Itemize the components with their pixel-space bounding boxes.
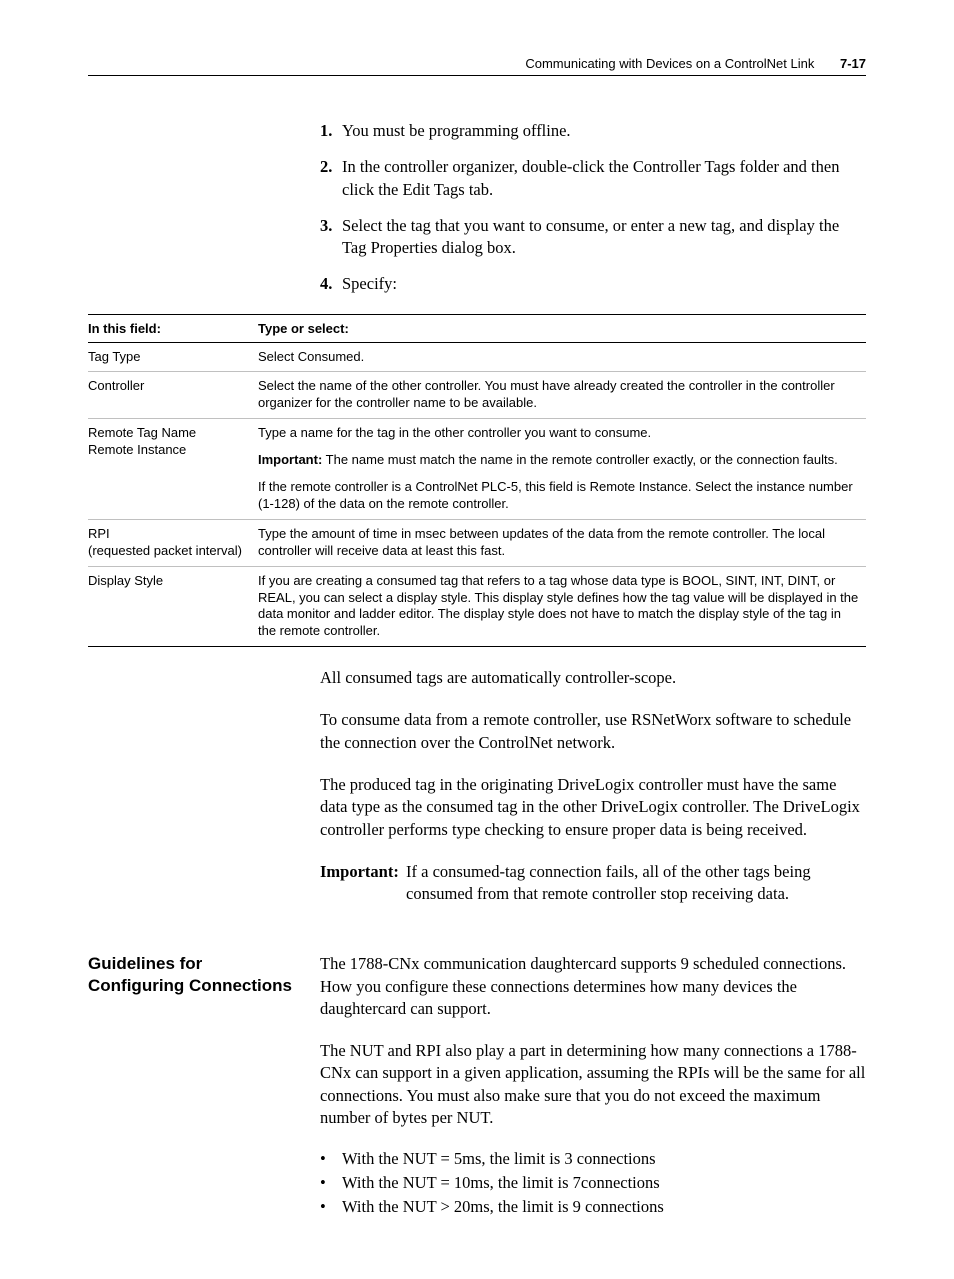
paragraph: The 1788-CNx communication daughtercard … [320,953,866,1020]
bullet-text: With the NUT = 5ms, the limit is 3 conne… [342,1147,656,1171]
paragraph: All consumed tags are automatically cont… [320,667,866,689]
running-header: Communicating with Devices on a ControlN… [88,56,866,76]
steps-block: 1. You must be programming offline. 2. I… [320,120,866,296]
action-line: Type a name for the tag in the other con… [258,425,860,442]
ordered-steps: 1. You must be programming offline. 2. I… [320,120,866,296]
step-number: 1. [320,120,342,142]
field-cell: Tag Type [88,342,258,372]
step-item: 2. In the controller organizer, double-c… [320,156,866,201]
list-item: •With the NUT = 10ms, the limit is 7conn… [320,1171,866,1195]
action-cell: Type a name for the tag in the other con… [258,419,866,520]
page-number: 7-17 [840,56,866,71]
section-body: The 1788-CNx communication daughtercard … [320,953,866,1219]
action-cell: If you are creating a consumed tag that … [258,566,866,647]
important-text: If a consumed-tag connection fails, all … [406,861,866,906]
bullet-text: With the NUT = 10ms, the limit is 7conne… [342,1171,660,1195]
guidelines-section: Guidelines for Configuring Connections T… [88,953,866,1219]
step-item: 4. Specify: [320,273,866,295]
step-number: 4. [320,273,342,295]
table-header-row: In this field: Type or select: [88,314,866,342]
bullet-text: With the NUT > 20ms, the limit is 9 conn… [342,1195,664,1219]
field-cell: Remote Tag Name Remote Instance [88,419,258,520]
bullet-icon: • [320,1195,342,1219]
step-text: Specify: [342,273,866,295]
action-important: Important: The name must match the name … [258,452,860,469]
field-line: (requested packet interval) [88,543,242,558]
running-title: Communicating with Devices on a ControlN… [525,56,814,71]
paragraph: To consume data from a remote controller… [320,709,866,754]
important-label: Important: [258,452,322,467]
important-callout: Important: If a consumed-tag connection … [320,861,866,906]
list-item: •With the NUT = 5ms, the limit is 3 conn… [320,1147,866,1171]
col-header-field: In this field: [88,314,258,342]
important-label: Important: [320,861,406,906]
table-row: Tag Type Select Consumed. [88,342,866,372]
important-text: The name must match the name in the remo… [322,452,837,467]
step-item: 1. You must be programming offline. [320,120,866,142]
bullet-icon: • [320,1147,342,1171]
table-row: Display Style If you are creating a cons… [88,566,866,647]
col-header-action: Type or select: [258,314,866,342]
bullet-icon: • [320,1171,342,1195]
body-paragraphs: All consumed tags are automatically cont… [320,667,866,905]
step-text: You must be programming offline. [342,120,866,142]
field-definition-table: In this field: Type or select: Tag Type … [88,314,866,648]
action-cell: Type the amount of time in msec between … [258,519,866,566]
field-cell: Controller [88,372,258,419]
section-heading: Guidelines for Configuring Connections [88,953,320,1219]
table-row: RPI (requested packet interval) Type the… [88,519,866,566]
field-line: Remote Tag Name [88,425,196,440]
field-cell: Display Style [88,566,258,647]
action-line: If the remote controller is a ControlNet… [258,479,860,513]
step-item: 3. Select the tag that you want to consu… [320,215,866,260]
table-row: Remote Tag Name Remote Instance Type a n… [88,419,866,520]
action-cell: Select the name of the other controller.… [258,372,866,419]
field-cell: RPI (requested packet interval) [88,519,258,566]
step-number: 2. [320,156,342,201]
field-line: RPI [88,526,110,541]
step-text: In the controller organizer, double-clic… [342,156,866,201]
table-row: Controller Select the name of the other … [88,372,866,419]
bullet-list: •With the NUT = 5ms, the limit is 3 conn… [320,1147,866,1219]
paragraph: The produced tag in the originating Driv… [320,774,866,841]
paragraph: The NUT and RPI also play a part in dete… [320,1040,866,1129]
list-item: •With the NUT > 20ms, the limit is 9 con… [320,1195,866,1219]
field-line: Remote Instance [88,442,186,457]
action-cell: Select Consumed. [258,342,866,372]
step-number: 3. [320,215,342,260]
step-text: Select the tag that you want to consume,… [342,215,866,260]
